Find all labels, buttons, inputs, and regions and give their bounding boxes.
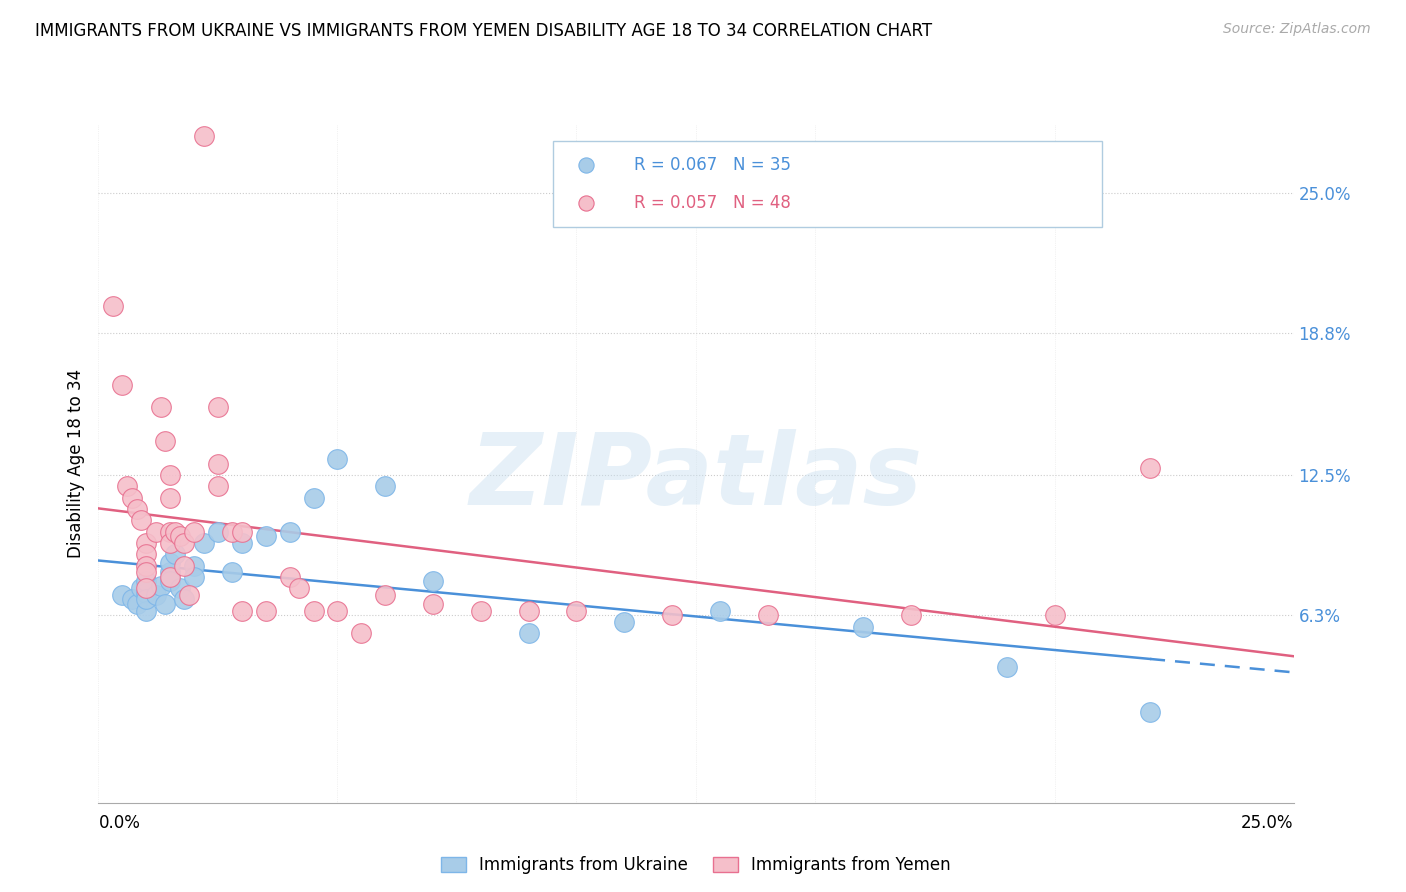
Point (121, 491, 143, 505)
Point (135, 566, 157, 580)
Point (131, 513, 153, 527)
Point (207, 457, 229, 471)
Text: 25.0%: 25.0% (1241, 814, 1294, 832)
Point (565, 604, 588, 618)
Text: R = 0.057   N = 48: R = 0.057 N = 48 (634, 194, 790, 211)
Text: Source: ZipAtlas.com: Source: ZipAtlas.com (1223, 22, 1371, 37)
Point (193, 536, 215, 550)
Point (169, 529, 191, 543)
Y-axis label: Disability Age 18 to 34: Disability Age 18 to 34 (66, 369, 84, 558)
Point (326, 452, 349, 467)
Point (302, 604, 325, 618)
Point (326, 604, 349, 618)
Text: 0.0%: 0.0% (98, 814, 141, 832)
Point (125, 597, 148, 611)
Point (1043, 608, 1066, 623)
Point (231, 604, 253, 618)
Point (135, 604, 157, 618)
Point (159, 574, 181, 589)
Point (163, 524, 186, 539)
Point (278, 570, 301, 584)
Point (374, 588, 396, 602)
Point (852, 619, 875, 633)
Point (149, 579, 172, 593)
Legend: Immigrants from Ukraine, Immigrants from Yemen: Immigrants from Ukraine, Immigrants from… (433, 848, 959, 882)
Point (111, 377, 134, 392)
Point (169, 581, 191, 595)
Point (207, 401, 229, 415)
Text: ZIPatlas: ZIPatlas (470, 429, 922, 526)
Point (374, 479, 396, 493)
Point (254, 604, 277, 618)
FancyBboxPatch shape (553, 141, 1102, 227)
Point (183, 570, 205, 584)
Point (756, 608, 779, 623)
Point (900, 608, 922, 623)
Point (159, 566, 181, 580)
Point (517, 604, 540, 618)
Point (131, 581, 153, 595)
Point (179, 588, 201, 602)
Point (995, 660, 1018, 674)
Point (135, 558, 157, 573)
Point (193, 129, 215, 144)
Point (661, 608, 683, 623)
Point (613, 615, 636, 629)
Point (111, 588, 134, 602)
Point (159, 570, 181, 584)
Point (149, 401, 172, 415)
Point (221, 566, 243, 580)
Point (135, 592, 157, 607)
Point (470, 604, 492, 618)
Point (221, 524, 243, 539)
Point (159, 468, 181, 483)
Point (183, 524, 205, 539)
Point (135, 547, 157, 561)
Point (350, 626, 373, 640)
Point (422, 597, 444, 611)
Text: IMMIGRANTS FROM UKRAINE VS IMMIGRANTS FROM YEMEN DISABILITY AGE 18 TO 34 CORRELA: IMMIGRANTS FROM UKRAINE VS IMMIGRANTS FR… (35, 22, 932, 40)
Point (183, 558, 205, 573)
Point (159, 536, 181, 550)
Point (575, 195, 598, 210)
Point (207, 479, 229, 493)
Point (155, 434, 177, 449)
Point (125, 502, 148, 516)
Point (1139, 461, 1161, 475)
Point (517, 626, 540, 640)
Point (135, 574, 157, 589)
Point (231, 536, 253, 550)
Point (709, 604, 731, 618)
Point (278, 524, 301, 539)
Point (302, 491, 325, 505)
Point (115, 479, 138, 493)
Point (159, 556, 181, 570)
Point (173, 558, 195, 573)
Point (173, 592, 195, 607)
Point (231, 524, 253, 539)
Point (155, 597, 177, 611)
Point (145, 524, 167, 539)
Point (575, 158, 598, 172)
Point (135, 581, 157, 595)
Point (173, 536, 195, 550)
Point (163, 547, 186, 561)
Point (159, 524, 181, 539)
Point (254, 529, 277, 543)
Point (135, 585, 157, 599)
Text: R = 0.067   N = 35: R = 0.067 N = 35 (634, 156, 790, 174)
Point (121, 592, 143, 607)
Point (422, 574, 444, 589)
Point (101, 299, 124, 313)
Point (135, 536, 157, 550)
Point (159, 491, 181, 505)
Point (288, 581, 311, 595)
Point (207, 524, 229, 539)
Point (145, 588, 167, 602)
Point (1139, 706, 1161, 720)
